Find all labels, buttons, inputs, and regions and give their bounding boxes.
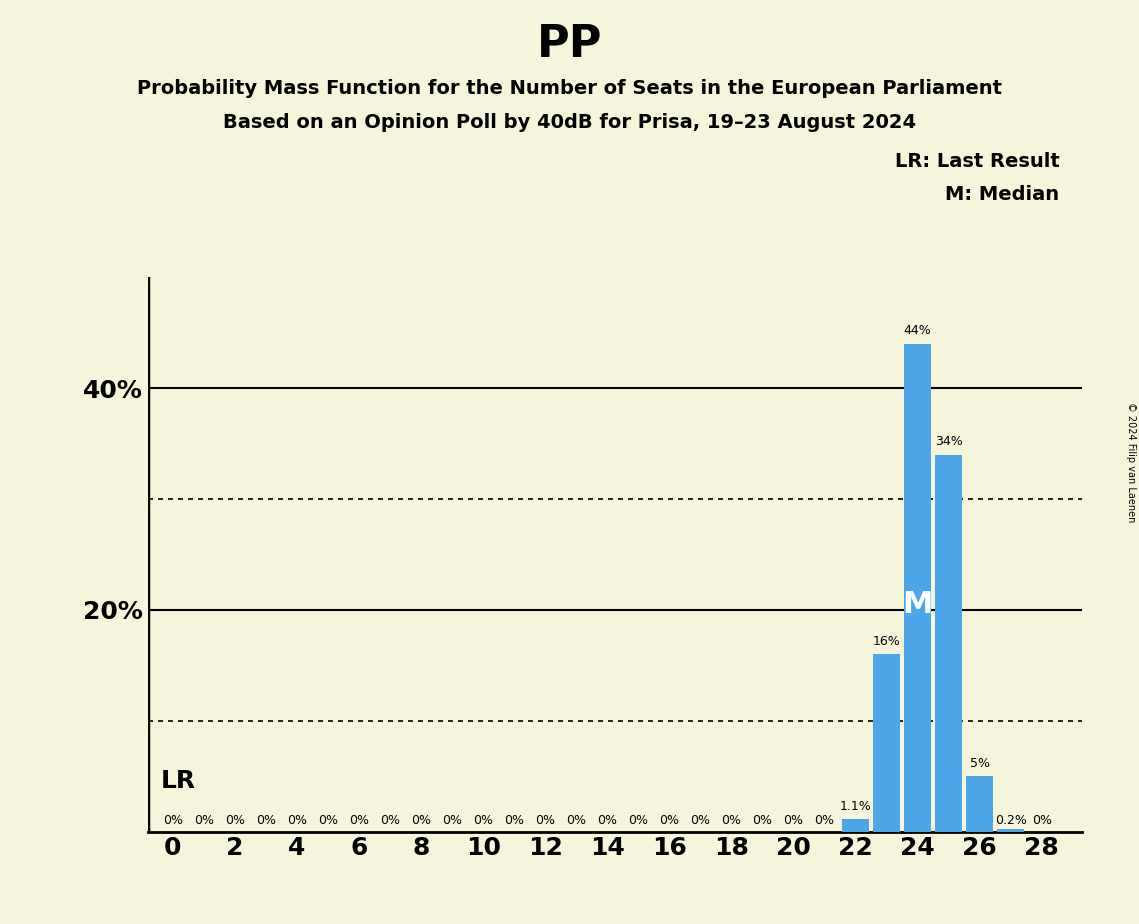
Text: PP: PP — [536, 23, 603, 67]
Text: 0%: 0% — [814, 814, 835, 827]
Text: 0%: 0% — [380, 814, 400, 827]
Text: 0%: 0% — [224, 814, 245, 827]
Text: 0%: 0% — [194, 814, 214, 827]
Text: © 2024 Filip van Laenen: © 2024 Filip van Laenen — [1126, 402, 1136, 522]
Text: Based on an Opinion Poll by 40dB for Prisa, 19–23 August 2024: Based on an Opinion Poll by 40dB for Pri… — [223, 113, 916, 132]
Text: 0%: 0% — [505, 814, 524, 827]
Text: LR: LR — [161, 769, 196, 793]
Text: 0%: 0% — [287, 814, 308, 827]
Text: LR: Last Result: LR: Last Result — [894, 152, 1059, 172]
Bar — [843, 820, 869, 832]
Text: 0%: 0% — [721, 814, 741, 827]
Text: 5%: 5% — [969, 757, 990, 770]
Text: 0%: 0% — [784, 814, 803, 827]
Text: 0%: 0% — [535, 814, 555, 827]
Text: 0%: 0% — [690, 814, 711, 827]
Text: 0.2%: 0.2% — [994, 814, 1026, 827]
Bar — [967, 776, 993, 832]
Text: 1.1%: 1.1% — [839, 800, 871, 813]
Text: M: Median: M: Median — [945, 185, 1059, 204]
Text: 0%: 0% — [318, 814, 338, 827]
Text: 0%: 0% — [753, 814, 772, 827]
Text: 0%: 0% — [256, 814, 276, 827]
Text: 0%: 0% — [659, 814, 679, 827]
Text: 0%: 0% — [163, 814, 183, 827]
Text: 44%: 44% — [903, 324, 932, 337]
Bar — [998, 830, 1024, 832]
Text: M: M — [902, 590, 933, 619]
Text: 0%: 0% — [349, 814, 369, 827]
Text: 0%: 0% — [473, 814, 493, 827]
Bar — [904, 344, 931, 832]
Text: 0%: 0% — [442, 814, 462, 827]
Text: 0%: 0% — [566, 814, 587, 827]
Text: 0%: 0% — [411, 814, 432, 827]
Text: 34%: 34% — [935, 435, 962, 448]
Bar — [935, 455, 961, 832]
Bar — [874, 654, 900, 832]
Text: 0%: 0% — [629, 814, 648, 827]
Text: 0%: 0% — [1032, 814, 1051, 827]
Text: 0%: 0% — [597, 814, 617, 827]
Text: 16%: 16% — [872, 635, 901, 648]
Text: Probability Mass Function for the Number of Seats in the European Parliament: Probability Mass Function for the Number… — [137, 79, 1002, 98]
